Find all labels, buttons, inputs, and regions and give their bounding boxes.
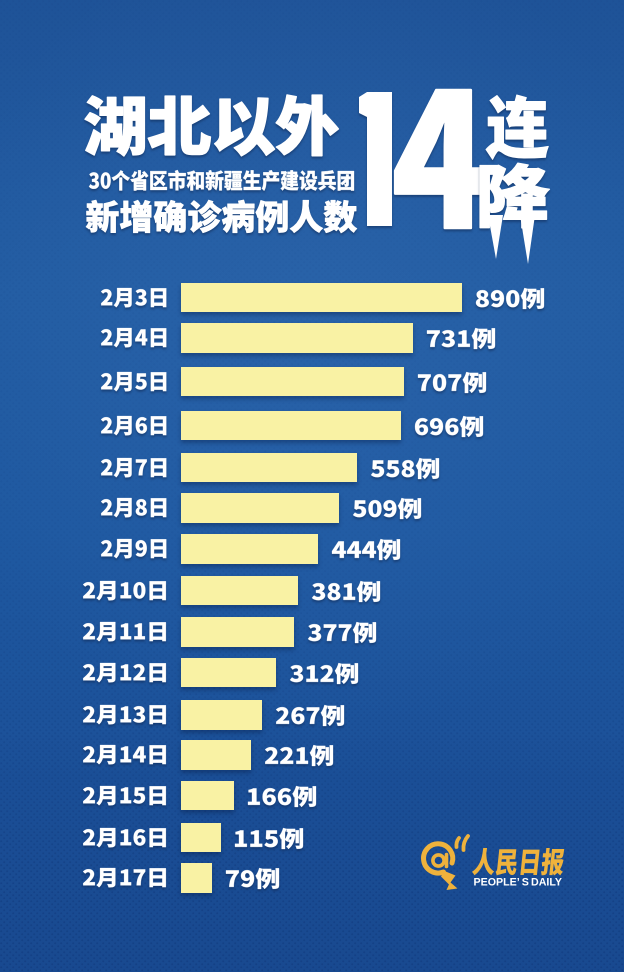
svg-text:PEOPLE’ S DAILY: PEOPLE’ S DAILY [474, 877, 563, 889]
